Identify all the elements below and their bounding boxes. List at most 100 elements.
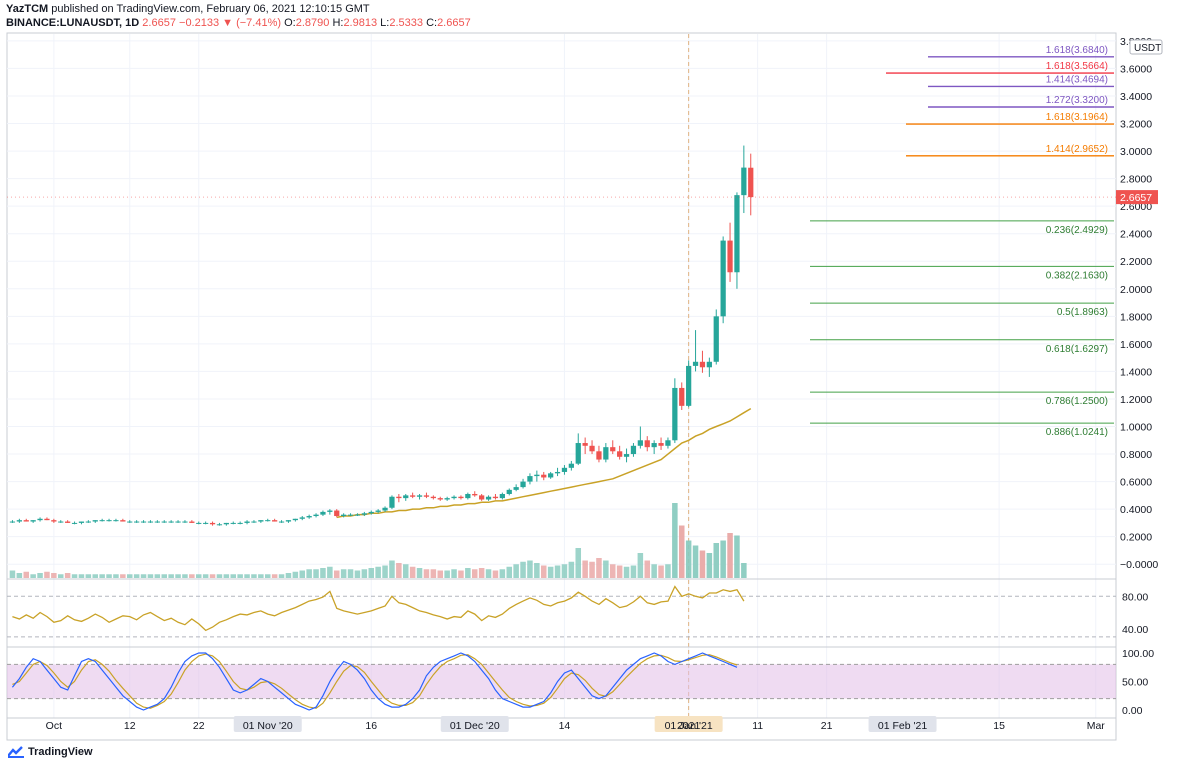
volume-bar xyxy=(313,569,319,578)
price-tick-label: 0.2000 xyxy=(1120,532,1152,544)
volume-bar xyxy=(299,570,306,578)
volume-bar xyxy=(99,574,105,578)
volume-bar xyxy=(85,574,92,578)
volume-bar xyxy=(71,574,78,578)
close-value: 2.6657 xyxy=(437,17,471,29)
candle-body xyxy=(527,476,533,482)
time-tick-label: 14 xyxy=(559,720,571,732)
price-tick-label: 1.2000 xyxy=(1120,394,1152,406)
price-chart[interactable]: 3.80003.60003.40003.20003.00002.80002.60… xyxy=(0,0,1185,745)
candle-body xyxy=(251,521,257,523)
tradingview-logo[interactable]: TradingView xyxy=(8,746,93,758)
time-tick-label: 01 Feb '21 xyxy=(878,720,927,732)
price-tick-label: 1.4000 xyxy=(1120,366,1152,378)
volume-bar xyxy=(409,566,416,578)
candle-body xyxy=(51,520,57,522)
candle-body xyxy=(479,495,485,500)
volume-bar xyxy=(44,571,50,578)
volume-bar xyxy=(513,564,519,578)
candle-body xyxy=(92,520,98,522)
candle-body xyxy=(154,521,160,523)
volume-bar xyxy=(57,574,64,578)
candle-body xyxy=(175,521,181,523)
time-label-box xyxy=(440,716,509,732)
volume-bar xyxy=(30,574,36,578)
volume-bar xyxy=(527,560,533,578)
candle-body xyxy=(327,510,333,512)
candle-body xyxy=(541,474,547,478)
volume-bar xyxy=(478,568,485,578)
volume-bar xyxy=(320,568,326,578)
candle-body xyxy=(568,463,574,468)
volume-bar xyxy=(368,568,375,578)
candle-body xyxy=(113,520,119,522)
volume-bar xyxy=(665,564,671,578)
volume-bar xyxy=(430,569,437,578)
volume-bar xyxy=(133,574,140,578)
author-name[interactable]: YazTCM xyxy=(6,3,49,15)
candle-body xyxy=(596,451,602,460)
high-label: H: xyxy=(332,17,344,29)
volume-bar xyxy=(713,543,720,578)
volume-bar xyxy=(603,560,609,578)
stoch-k-line xyxy=(11,652,738,711)
volume-bar xyxy=(216,574,223,578)
volume-bar xyxy=(637,553,644,578)
candle-body xyxy=(37,518,43,521)
volume-bar xyxy=(651,564,657,578)
open-label: O: xyxy=(284,17,296,29)
fib-extension-label: 1.272(3.3200) xyxy=(1046,95,1108,106)
candle-body xyxy=(534,474,540,477)
candle-body xyxy=(637,440,643,446)
volume-bar xyxy=(506,566,513,578)
price-tick-label: 2.8000 xyxy=(1120,174,1152,186)
volume-bar xyxy=(354,570,361,578)
volume-bar xyxy=(195,574,202,578)
fib-retracement-label: 0.886(1.0241) xyxy=(1046,427,1108,438)
candle-body xyxy=(603,447,609,460)
candle-body xyxy=(230,522,236,524)
volume-bar xyxy=(540,565,547,578)
volume-bar xyxy=(120,574,126,578)
volume-bar xyxy=(554,565,561,578)
volume-bar xyxy=(734,535,740,578)
volume-bar xyxy=(175,574,181,578)
volume-bar xyxy=(561,564,568,578)
volume-bar xyxy=(64,573,71,578)
price-change: −0.2133 ▼ (−7.41%) xyxy=(179,17,282,29)
close-label: C: xyxy=(426,17,438,29)
candle-body xyxy=(347,514,354,516)
volume-bar xyxy=(106,574,112,578)
volume-bar xyxy=(168,574,174,578)
candle-body xyxy=(278,521,285,523)
candle-body xyxy=(686,365,692,406)
candle-body xyxy=(292,518,298,521)
candle-body xyxy=(734,195,740,273)
volume-bar xyxy=(202,574,209,578)
rsi-tick-label: 40.00 xyxy=(1122,624,1148,636)
fib-extension-label: 1.618(3.5664) xyxy=(1046,61,1108,72)
time-tick-label: 12 xyxy=(124,720,136,732)
price-tick-label: 2.4000 xyxy=(1120,229,1152,241)
candle-body xyxy=(196,522,202,524)
volume-bar xyxy=(16,573,23,578)
stoch-d-line xyxy=(12,653,738,709)
candle-body xyxy=(285,520,292,522)
candle-body xyxy=(437,498,443,500)
candle-body xyxy=(644,440,650,448)
price-tick-label: 2.6000 xyxy=(1120,201,1152,213)
time-tick-label: 2021 xyxy=(677,720,701,732)
candle-body xyxy=(120,520,126,522)
price-tick-label: 0.4000 xyxy=(1120,504,1152,516)
candle-body xyxy=(451,496,457,499)
fib-retracement-label: 0.5(1.8963) xyxy=(1057,307,1108,318)
volume-bar xyxy=(244,574,250,578)
price-tick-label: 1.6000 xyxy=(1120,339,1152,351)
rsi-line xyxy=(12,585,745,632)
time-label-box xyxy=(654,716,723,732)
volume-bar xyxy=(630,565,637,578)
candle-body xyxy=(403,495,409,499)
volume-bar xyxy=(382,565,388,578)
symbol-label[interactable]: BINANCE:LUNAUSDT, 1D xyxy=(6,17,140,29)
fib-retracement-label: 0.618(1.6297) xyxy=(1046,344,1108,355)
